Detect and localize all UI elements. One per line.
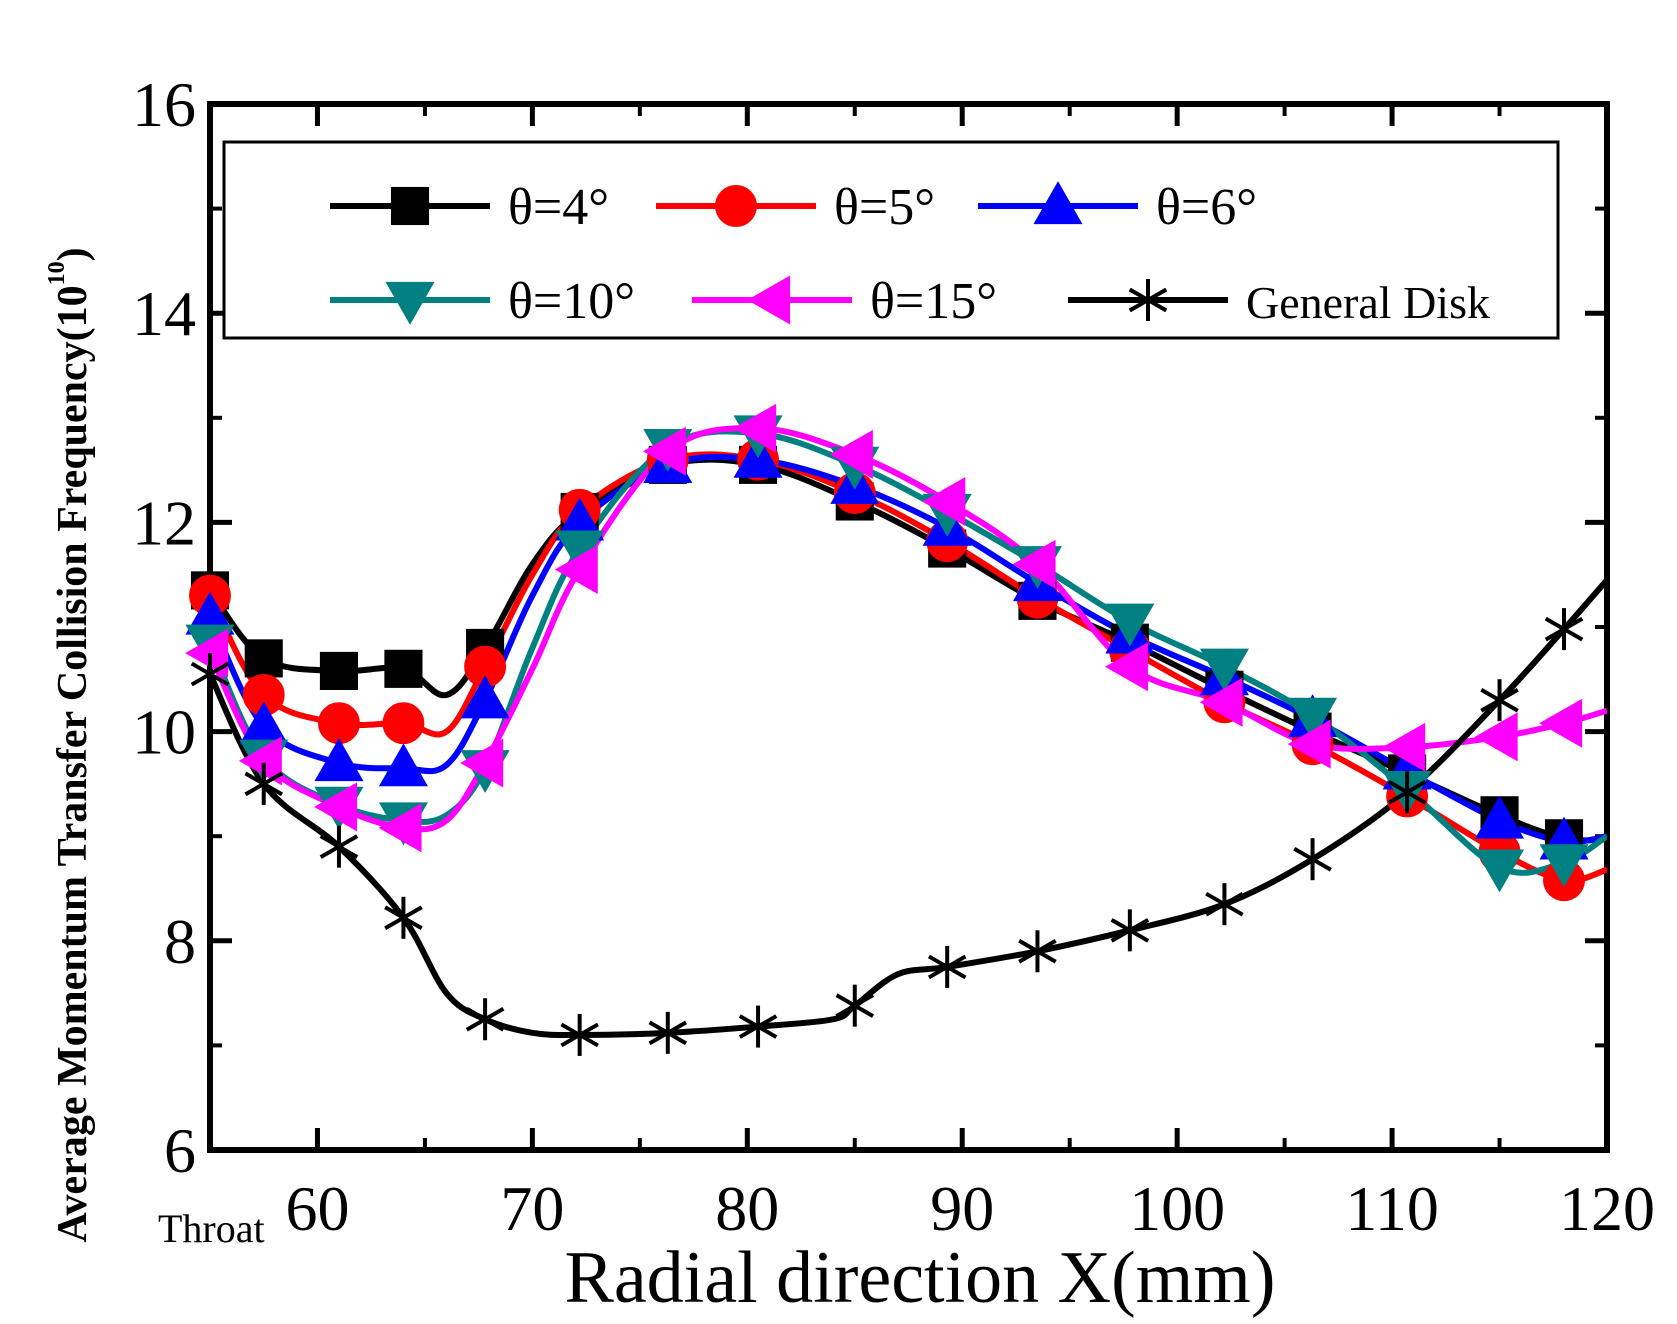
series-5-point <box>835 984 875 1027</box>
legend-label-0: θ=4° <box>508 179 609 236</box>
series-4-point <box>238 736 282 786</box>
series-5-point <box>244 762 283 805</box>
throat-annotation: Throat <box>158 1206 265 1251</box>
x-tick-label-110: 110 <box>1345 1173 1439 1244</box>
series-5-point <box>1387 771 1427 814</box>
series-5-point <box>648 1011 688 1054</box>
y-axis-label-close: ) <box>50 247 96 261</box>
x-tick-label-90: 90 <box>930 1173 994 1244</box>
x-tick-label-60: 60 <box>285 1173 349 1244</box>
series-3-point <box>1105 603 1155 647</box>
legend: θ=4° θ=5° θ=6° θ=10° θ=15° General Disk <box>330 179 1490 330</box>
y-axis-label-exponent: 10 <box>44 261 70 285</box>
series-5-point <box>927 945 967 988</box>
series-2-point <box>378 743 428 787</box>
series-5-point <box>1205 883 1244 926</box>
axis-tick-labels: 60 70 80 90 100 110 120 6 8 10 12 14 16 <box>132 69 1655 1244</box>
y-axis-label-group: Average Momentum Transfer Collision Freq… <box>44 247 96 1242</box>
legend-label-1: θ=5° <box>834 179 935 236</box>
series-2-point <box>314 738 364 782</box>
series-5-point <box>1018 930 1057 973</box>
legend-marker-4 <box>747 275 791 325</box>
legend-label-2: θ=6° <box>1156 179 1257 236</box>
series-4-point <box>1474 712 1518 762</box>
y-tick-label-10: 10 <box>132 697 196 768</box>
series-line-5 <box>210 577 1607 1038</box>
legend-marker-0 <box>390 186 430 226</box>
series-5-point <box>1480 679 1519 722</box>
series-5-point <box>319 825 359 868</box>
series-0-point <box>244 639 283 678</box>
series-5-point <box>560 1013 599 1056</box>
series-4-point <box>460 738 504 788</box>
series-5-point <box>1110 909 1150 952</box>
series-1-point <box>318 702 360 745</box>
series-4-point <box>642 426 686 476</box>
series-3-point <box>1475 849 1525 893</box>
series-5-point <box>190 653 230 696</box>
series-2-point <box>1475 795 1525 839</box>
series-4-point <box>314 782 358 832</box>
series-5-point <box>738 1005 778 1048</box>
series-4-point <box>1382 722 1426 772</box>
legend-label-3: θ=10° <box>508 273 635 330</box>
y-axis-label: Average Momentum Transfer Collision Freq… <box>44 247 96 1242</box>
series-4-point <box>1012 539 1056 589</box>
x-tick-label-80: 80 <box>715 1173 779 1244</box>
series-3-point <box>1288 697 1338 741</box>
series-5-point <box>384 896 423 939</box>
x-tick-label-100: 100 <box>1129 1173 1225 1244</box>
y-tick-label-12: 12 <box>132 487 196 558</box>
x-tick-label-120: 120 <box>1559 1173 1655 1244</box>
series-4-point <box>185 628 229 678</box>
y-axis-label-main: Average Momentum Transfer Collision Freq… <box>50 285 96 1242</box>
legend-label-4: θ=15° <box>870 273 997 330</box>
series-5-point <box>1544 608 1584 651</box>
legend-marker-1 <box>715 185 757 227</box>
series-4-point <box>1199 677 1243 727</box>
series-4-point <box>1539 698 1583 748</box>
series-4-point <box>829 429 873 479</box>
series-0-point <box>319 651 359 690</box>
series-5-point <box>465 998 505 1041</box>
series-4-point <box>922 476 966 527</box>
series-1-point <box>382 702 425 745</box>
series-4-point <box>1287 719 1331 769</box>
series-4-point <box>1105 642 1148 692</box>
series-3-point <box>1199 648 1249 692</box>
series-2-point <box>460 675 510 719</box>
y-tick-label-16: 16 <box>132 69 196 140</box>
x-axis-label: Radial direction X(mm) <box>564 1237 1275 1319</box>
x-tick-label-70: 70 <box>500 1173 564 1244</box>
series-5-point <box>1293 838 1332 881</box>
legend-marker-2 <box>1033 181 1083 225</box>
y-tick-label-8: 8 <box>164 906 196 977</box>
legend-box <box>222 140 1560 340</box>
marker-layer <box>185 403 1589 1056</box>
series-4-point <box>733 403 777 453</box>
series-4-point <box>378 803 422 853</box>
legend-marker-5 <box>1128 279 1168 321</box>
legend-marker-3 <box>385 281 435 325</box>
series-3-point <box>1539 844 1589 888</box>
y-tick-label-6: 6 <box>164 1115 196 1186</box>
y-tick-label-14: 14 <box>132 278 196 349</box>
legend-label-5: General Disk <box>1246 277 1490 328</box>
series-0-point <box>384 649 423 688</box>
series-4-point <box>554 544 598 594</box>
